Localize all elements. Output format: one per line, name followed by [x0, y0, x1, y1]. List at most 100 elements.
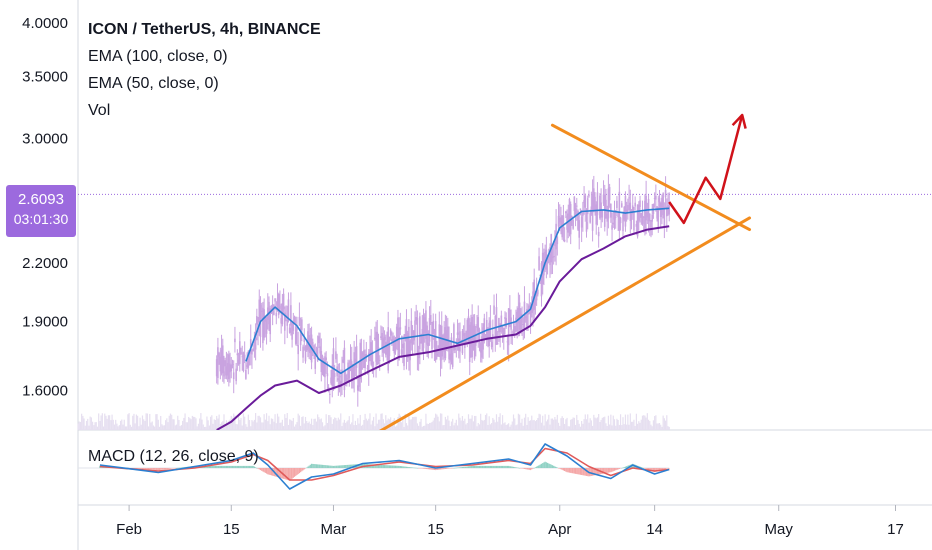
macd-legend[interactable]: MACD (12, 26, close, 9) [88, 448, 259, 465]
candle-body [218, 353, 220, 357]
volume-bar [594, 417, 596, 430]
volume-bar [268, 415, 270, 430]
candle-body [305, 344, 308, 351]
volume-bar [607, 415, 610, 430]
legend-ema50[interactable]: EMA (50, close, 0) [88, 75, 219, 92]
volume-bar [383, 423, 386, 430]
volume-bar [576, 414, 578, 430]
volume-bar [573, 417, 575, 430]
macd-histogram-bar [583, 468, 585, 476]
volume-bar [88, 425, 90, 430]
volume-bar [506, 424, 509, 430]
macd-histogram-bar [335, 465, 337, 468]
macd-histogram-bar [343, 465, 346, 468]
macd-histogram-bar [478, 465, 481, 468]
volume-bar [104, 413, 106, 430]
volume-bar [663, 418, 665, 430]
macd-histogram-bar [217, 465, 219, 468]
candle-body [645, 195, 647, 221]
candle-body [434, 321, 437, 361]
candle-body [470, 322, 472, 348]
volume-bar [123, 419, 125, 430]
macd-histogram-bar [487, 465, 489, 468]
volume-bar [470, 418, 472, 430]
volume-bar [253, 419, 255, 430]
macd-histogram-bar [331, 465, 333, 468]
candle-body [477, 317, 480, 332]
macd-histogram-bar [342, 465, 344, 468]
volume-bar [375, 413, 377, 430]
volume-bar [577, 420, 579, 430]
volume-bar [195, 418, 197, 430]
macd-histogram-bar [138, 468, 140, 469]
macd-histogram-bar [574, 468, 577, 474]
macd-histogram-bar [319, 464, 321, 468]
macd-histogram-bar [402, 466, 404, 468]
candle-body [394, 337, 397, 352]
volume-bar [413, 417, 415, 430]
candle-body [574, 208, 577, 217]
volume-bar [562, 417, 564, 430]
candle-body [354, 358, 357, 362]
macd-histogram-bar [324, 465, 326, 468]
legend-vol[interactable]: Vol [88, 102, 111, 119]
candle-body [657, 207, 660, 229]
legend-ema100[interactable]: EMA (100, close, 0) [88, 48, 228, 65]
candle-body [618, 191, 621, 231]
candlesticks [215, 174, 671, 407]
volume-bar [207, 420, 209, 430]
volume-bar [521, 418, 523, 430]
volume-bar [138, 426, 140, 430]
volume-bar [267, 421, 269, 430]
candle-body [499, 326, 501, 333]
symbol-title[interactable]: ICON / TetherUS, 4h, BINANCE [88, 21, 321, 38]
volume-bar [363, 420, 365, 430]
candle-body [412, 330, 415, 341]
macd-histogram-bar [145, 468, 147, 470]
volume-bar [514, 418, 516, 430]
candle-body [530, 304, 533, 313]
candle-body [631, 205, 634, 213]
candle-body [288, 327, 291, 333]
candle-body [622, 214, 624, 232]
macd-histogram-bar [534, 467, 537, 468]
volume-bar [630, 421, 633, 430]
candle-body [240, 351, 242, 355]
candle-body [625, 209, 628, 213]
macd-histogram-bar [167, 468, 169, 469]
volume-bar [132, 415, 134, 430]
volume-bar [143, 419, 145, 430]
volume-bar [616, 418, 618, 430]
macd-histogram-bar [494, 465, 496, 468]
candle-body [595, 204, 598, 225]
volume-bar [444, 416, 446, 430]
volume-bar [501, 415, 504, 430]
volume-bar [539, 414, 541, 430]
macd-histogram-bar [239, 465, 241, 468]
volume-bar [410, 419, 412, 430]
candle-body [636, 204, 639, 237]
candle-body [640, 213, 643, 218]
volume-bar [481, 419, 483, 430]
macd-histogram-bar [443, 468, 445, 470]
candle-body [481, 336, 483, 358]
volume-bar [432, 420, 434, 430]
macd-histogram-bar [621, 468, 623, 469]
volume-bar [259, 417, 262, 430]
candle-body [350, 361, 353, 380]
volume-bar [160, 415, 162, 430]
candle-body [442, 338, 444, 346]
volume-bar [465, 424, 467, 430]
volume-bar [473, 415, 476, 430]
macd-histogram-bar [223, 465, 225, 468]
volume-bar [497, 421, 499, 430]
volume-bar [658, 422, 661, 430]
macd-histogram-bar [410, 467, 412, 468]
volume-bar [647, 419, 650, 430]
macd-histogram-bar [334, 465, 336, 468]
macd-histogram-bar [542, 463, 544, 468]
candle-body [391, 339, 393, 342]
macd-histogram-bar [439, 468, 442, 470]
volume-bar [262, 422, 264, 430]
